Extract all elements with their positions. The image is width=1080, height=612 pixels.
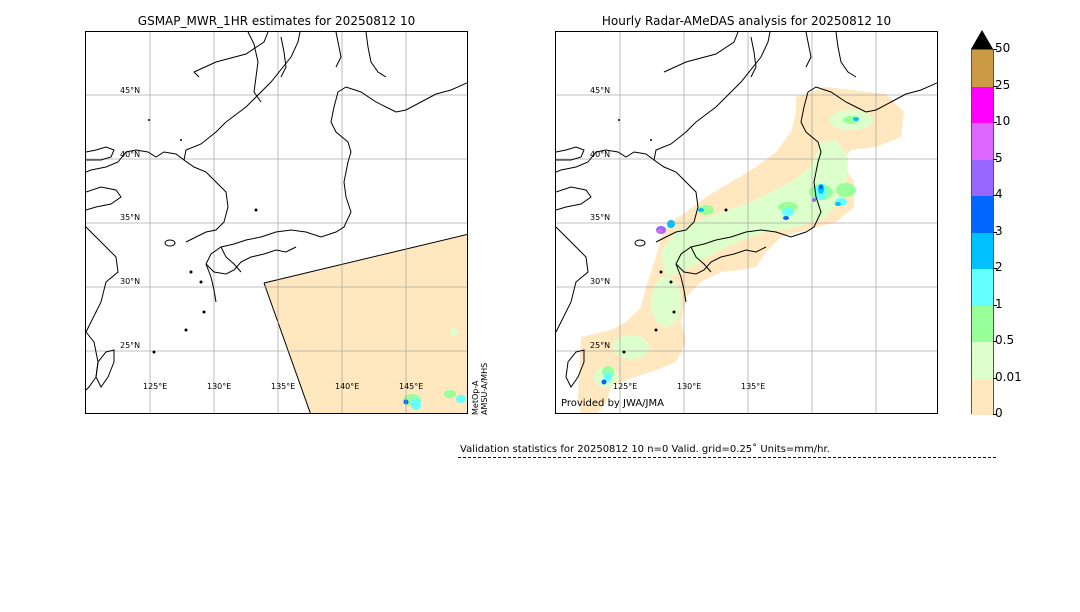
data-credit: Provided by JWA/JMA <box>561 398 664 409</box>
lat-label-45: 45°N <box>590 86 611 95</box>
colorbar-segment-3-4 <box>972 196 993 233</box>
colorbar-tick-5: 5 <box>993 151 1003 165</box>
lon-label-145: 145°E <box>399 382 424 391</box>
colorbar-tick-1: 1 <box>993 297 1003 311</box>
colorbar-segment-0.5-1 <box>972 305 993 342</box>
colorbar-tick-50: 50 <box>992 41 1011 55</box>
satellite-label-line2: AMSU-A/MHS <box>480 362 489 415</box>
lon-label-135: 135°E <box>741 382 766 391</box>
colorbar-segment-4-5 <box>972 159 993 196</box>
colorbar-tick-2: 2 <box>993 260 1003 274</box>
lat-label-30: 30°N <box>120 277 141 286</box>
lon-label-140: 140°E <box>335 382 360 391</box>
lat-label-30: 30°N <box>590 277 611 286</box>
colorbar-extend-arrow-icon <box>971 30 993 49</box>
right-map-radar-amedas: 45°N 40°N 35°N 30°N 25°N 125°E 130°E 135… <box>555 31 938 414</box>
satellite-swath <box>264 234 467 413</box>
satellite-label-line1: MetOp-A <box>471 380 480 415</box>
colorbar-tick-3: 3 <box>993 224 1003 238</box>
colorbar-tick-25: 25 <box>992 78 1011 92</box>
lon-label-135: 135°E <box>271 382 296 391</box>
colorbar-tick-0.5: 0.5 <box>992 333 1015 347</box>
left-map-gsmap: 45°N 40°N 35°N 30°N 25°N 125°E 130°E 135… <box>85 31 468 414</box>
colorbar-segment-0-0.01 <box>972 378 993 415</box>
colorbar-segment-10-25 <box>972 86 993 123</box>
lat-label-35: 35°N <box>120 213 141 222</box>
radar-coverage <box>578 87 904 413</box>
colorbar-segment-0.01-0.5 <box>972 342 993 379</box>
colorbar <box>971 49 994 415</box>
lon-label-125: 125°E <box>143 382 168 391</box>
validation-divider <box>458 457 996 458</box>
lat-label-45: 45°N <box>120 86 141 95</box>
lon-label-130: 130°E <box>677 382 702 391</box>
colorbar-segment-2-3 <box>972 232 993 269</box>
left-map-canvas <box>86 32 467 413</box>
colorbar-tick-10: 10 <box>992 114 1011 128</box>
colorbar-tick-0: 0 <box>993 406 1003 420</box>
lat-label-25: 25°N <box>120 341 141 350</box>
lat-label-40: 40°N <box>590 150 611 159</box>
colorbar-tick-4: 4 <box>993 187 1003 201</box>
right-map-canvas <box>556 32 937 413</box>
lon-label-125: 125°E <box>613 382 638 391</box>
lon-label-130: 130°E <box>207 382 232 391</box>
lat-label-40: 40°N <box>120 150 141 159</box>
colorbar-segment-25-50 <box>972 50 993 87</box>
colorbar-segment-5-10 <box>972 123 993 160</box>
colorbar-tick-0.01: 0.01 <box>993 370 1022 384</box>
colorbar-segment-1-2 <box>972 269 993 306</box>
left-map-title: GSMAP_MWR_1HR estimates for 20250812 10 <box>137 14 416 28</box>
lat-label-35: 35°N <box>590 213 611 222</box>
right-map-title: Hourly Radar-AMeDAS analysis for 2025081… <box>601 14 892 28</box>
satellite-label: MetOp-A AMSU-A/MHS <box>471 363 489 415</box>
validation-statistics: Validation statistics for 20250812 10 n=… <box>460 444 830 455</box>
lat-label-25: 25°N <box>590 341 611 350</box>
